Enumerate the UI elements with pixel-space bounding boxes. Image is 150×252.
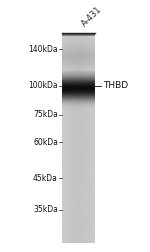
Text: 140kDa: 140kDa — [28, 45, 58, 54]
Text: 45kDa: 45kDa — [33, 174, 58, 183]
Text: 100kDa: 100kDa — [28, 81, 58, 90]
Text: 35kDa: 35kDa — [33, 205, 58, 214]
Text: 75kDa: 75kDa — [33, 110, 58, 119]
Text: A-431: A-431 — [80, 5, 104, 28]
Text: THBD: THBD — [103, 81, 128, 90]
Text: 60kDa: 60kDa — [33, 138, 58, 147]
